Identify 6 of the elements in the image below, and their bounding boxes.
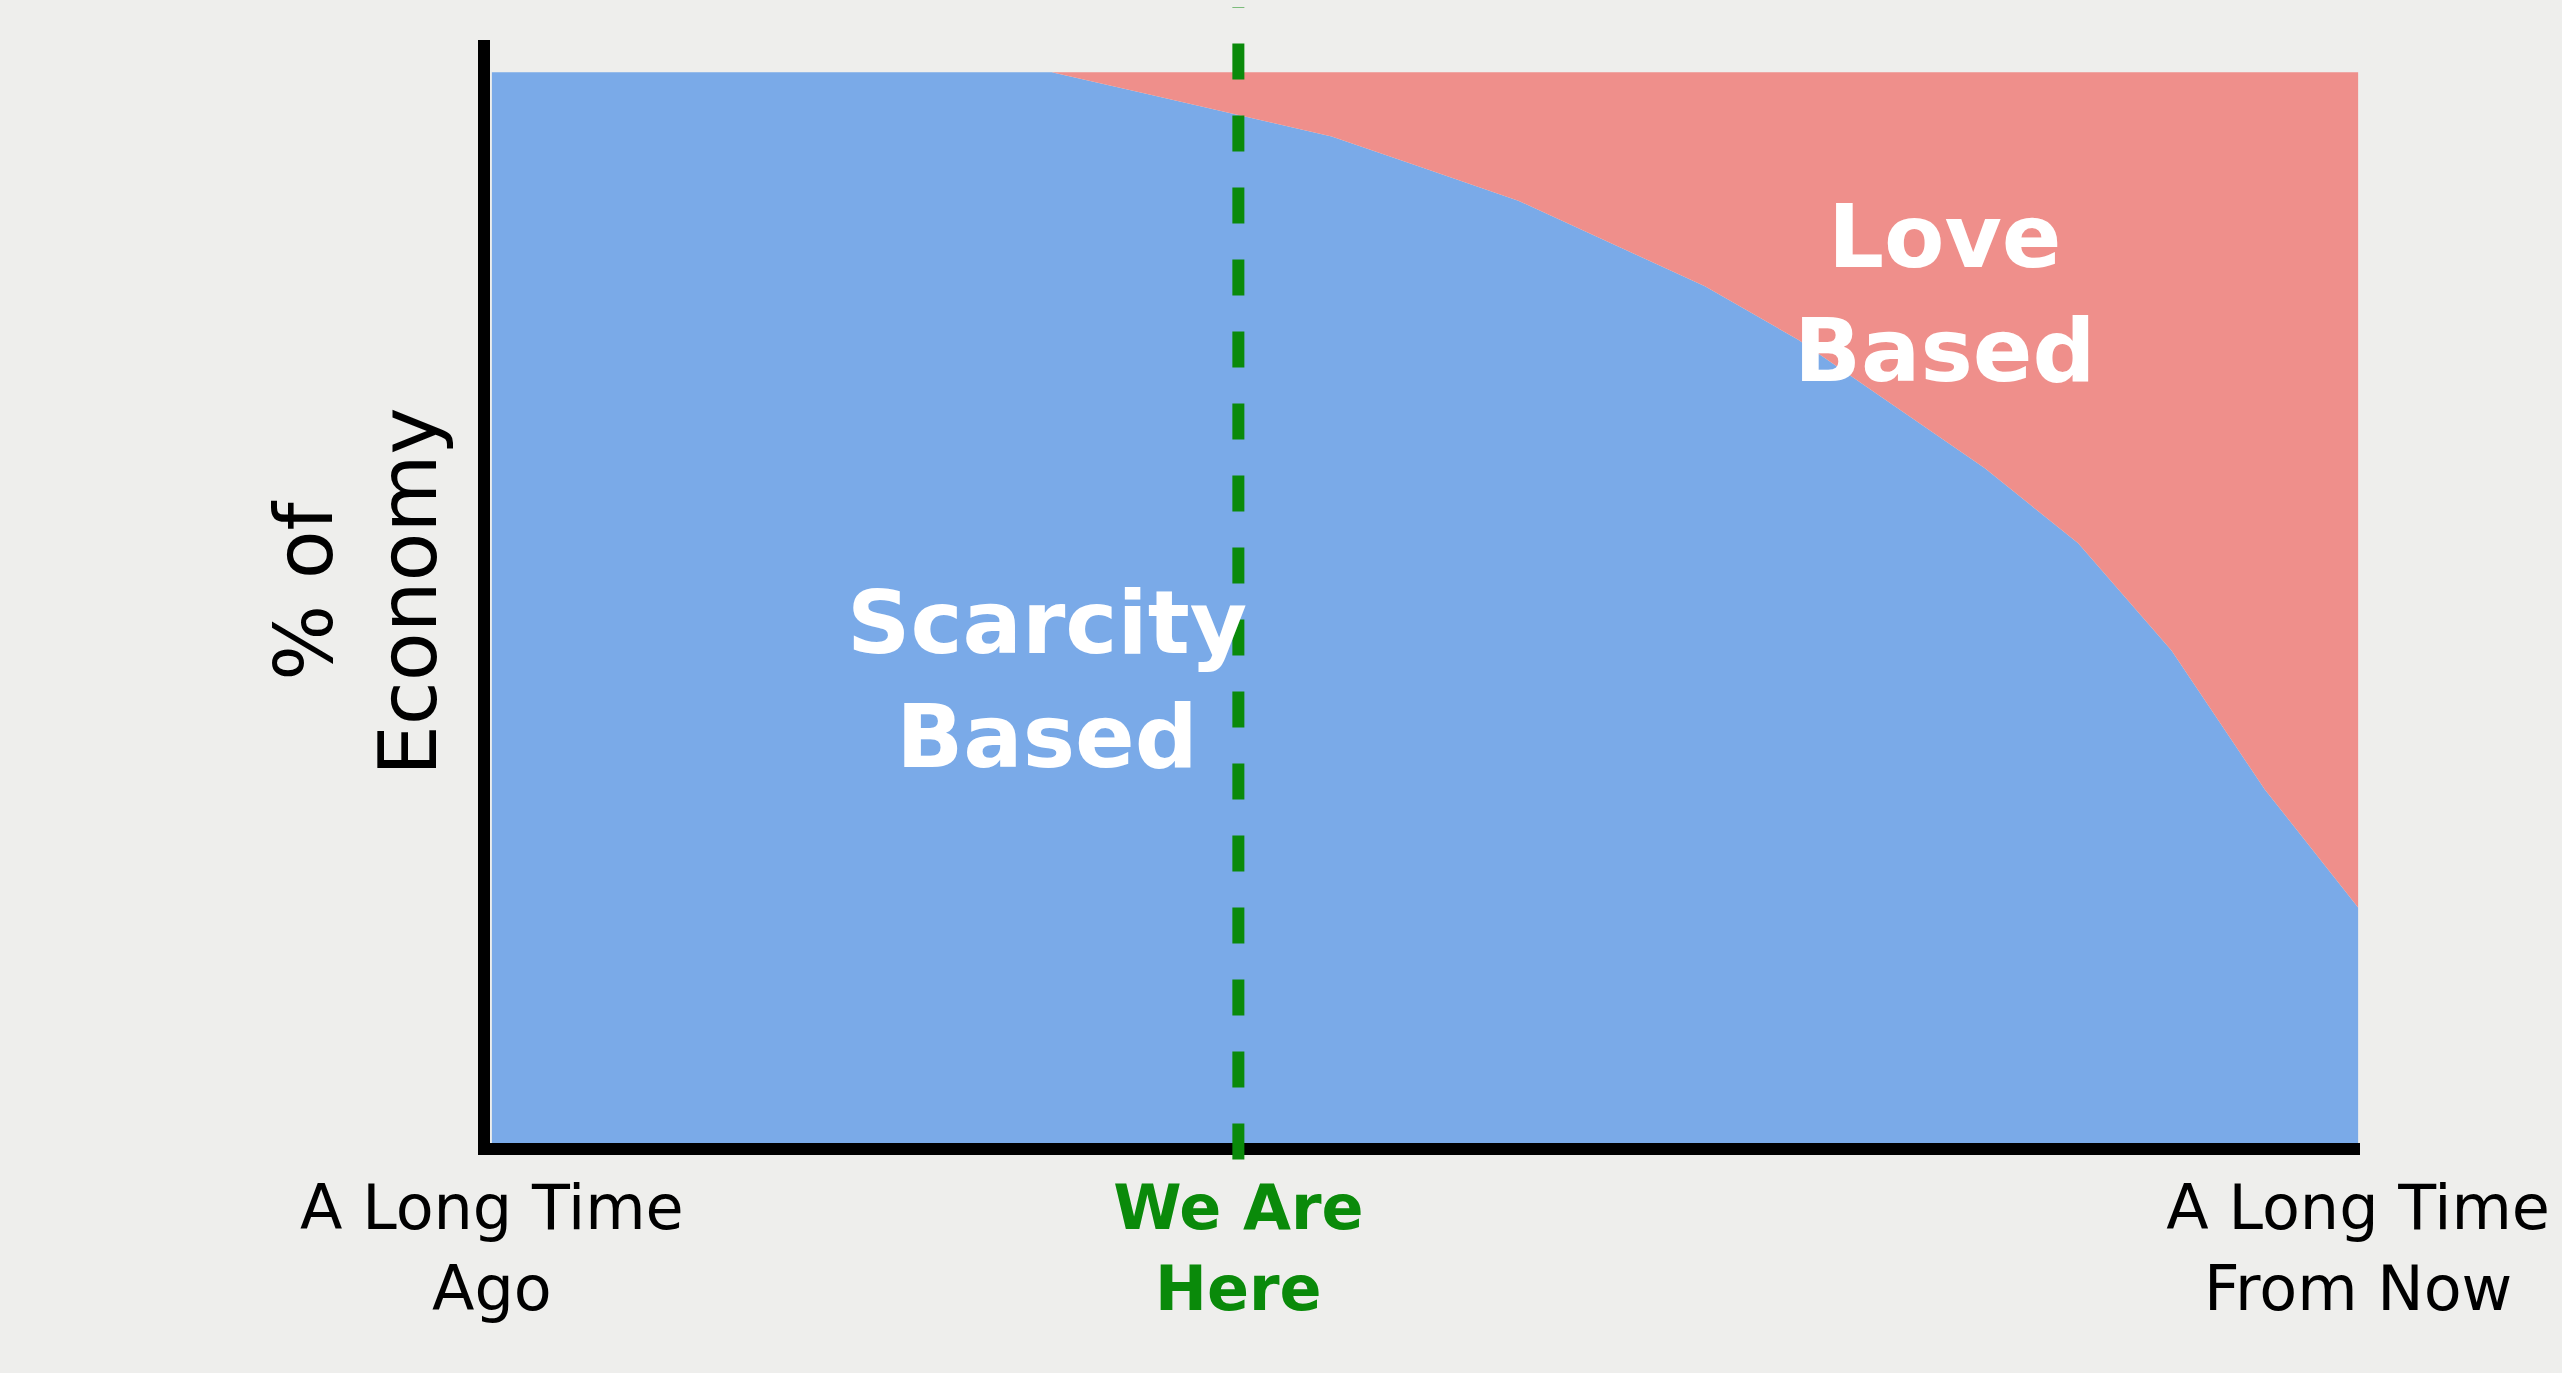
- x-tick-label: We Are Here: [1113, 1171, 1364, 1325]
- series-label: Love Based: [1794, 185, 2096, 403]
- y-axis-title: % of Economy: [258, 407, 455, 776]
- x-tick-label: A Long Time From Now: [2166, 1171, 2550, 1325]
- x-tick-label: A Long Time Ago: [300, 1171, 684, 1325]
- series-label: Scarcity Based: [847, 571, 1248, 789]
